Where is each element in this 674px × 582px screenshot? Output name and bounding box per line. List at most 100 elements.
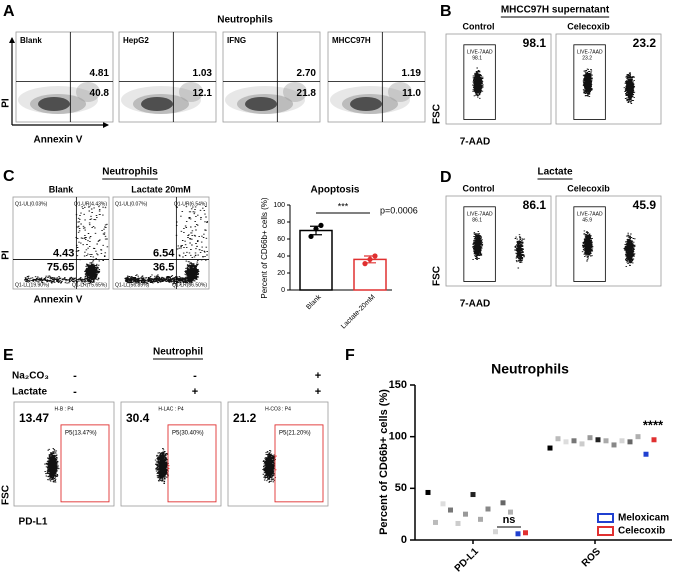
treatment-sign: - — [193, 370, 197, 382]
x-tick-label: ROS — [580, 546, 603, 569]
gate — [167, 424, 217, 503]
bar — [299, 229, 333, 291]
axis-label: FSC — [1, 485, 12, 505]
data-point — [493, 529, 498, 535]
gate-percent: 98.1 — [523, 36, 547, 50]
data-point — [515, 531, 521, 537]
quadrant-label: Q1-UL(0.03%) — [15, 201, 48, 207]
axis-label: Annexin V — [34, 135, 83, 146]
axis-label: FSC — [432, 266, 443, 286]
data-point — [508, 509, 513, 515]
data-point — [433, 519, 438, 525]
bar — [353, 258, 387, 291]
quadrant-value: 4.81 — [90, 68, 110, 79]
data-point — [470, 492, 476, 498]
event-cloud — [581, 230, 636, 267]
data-point — [619, 438, 625, 444]
y-tick-label: 80 — [277, 219, 285, 226]
data-point — [611, 442, 617, 448]
legend-swatch — [597, 526, 614, 536]
event-cloud — [472, 67, 484, 99]
data-point — [571, 438, 577, 444]
x-tick-label: PD-L1 — [453, 546, 482, 575]
arrow-head — [103, 122, 109, 128]
event-cloud — [44, 447, 60, 483]
plot-name: IFNG — [227, 36, 246, 45]
gate-label: P5(30.40%) — [172, 430, 204, 436]
axis-label: FSC — [432, 104, 443, 124]
significance-stars: **** — [643, 417, 664, 432]
gate — [463, 44, 496, 120]
quadrant-label: Q1-LL(56.89%) — [115, 282, 150, 288]
quadrant-label: Q1-LR(36.50%) — [172, 282, 207, 288]
quadrant-value: 40.8 — [90, 88, 110, 99]
quadrant-label: Q1-UL(0.07%) — [115, 201, 148, 207]
data-point — [500, 500, 506, 506]
gate-label: P5(21.20%) — [279, 430, 311, 436]
x-tick-label: Blank — [305, 293, 323, 311]
gate-percent: 23.2 — [633, 36, 657, 50]
panel-subtitle: Neutrophils — [102, 167, 158, 178]
data-point — [587, 435, 593, 441]
plot-header: H-B : P4 — [55, 406, 74, 412]
treatment-sign: - — [73, 386, 77, 398]
data-point — [367, 256, 373, 262]
y-tick-label: 60 — [277, 236, 285, 243]
event-cloud — [154, 448, 169, 484]
gate — [274, 424, 324, 503]
panel-subtitle: Lactate — [537, 167, 572, 178]
panel-letter: E — [3, 347, 14, 364]
p-value: p=0.0006 — [380, 205, 418, 215]
y-tick-label: 40 — [277, 253, 285, 260]
axis-label: 7-AAD — [460, 299, 491, 310]
plot-name: MHCC97H — [332, 36, 371, 45]
data-point — [523, 530, 528, 536]
event-cloud — [582, 68, 636, 104]
y-tick-label: 50 — [395, 482, 407, 494]
y-tick-label: 0 — [401, 534, 407, 546]
y-tick-label: 150 — [389, 379, 407, 391]
data-point — [448, 507, 453, 513]
legend-label: Celecoxib — [618, 526, 665, 537]
x-tick-label: Lactate-20mM — [340, 294, 377, 331]
chart-title: Neutrophils — [491, 361, 569, 377]
plot-percent: 30.4 — [126, 411, 150, 425]
data-point — [463, 511, 468, 517]
quadrant-value: 1.03 — [193, 68, 213, 79]
y-tick-label: 20 — [277, 270, 285, 277]
plot-percent: 13.47 — [19, 411, 49, 425]
quadrant-value: 11.0 — [402, 88, 421, 99]
gate-label: LIVE-7AAD — [467, 49, 493, 55]
event-cloud — [24, 206, 109, 285]
treatment-sign: + — [315, 386, 321, 398]
y-tick-label: 0 — [281, 287, 285, 294]
density-blob — [245, 97, 277, 111]
quadrant-value: 6.54 — [153, 247, 175, 259]
quadrant-label: Q1-UR(4.43%) — [74, 201, 107, 207]
panel-letter: C — [3, 168, 15, 185]
data-point — [579, 441, 585, 447]
row-label: Lactate — [12, 387, 47, 398]
treatment-sign: - — [73, 370, 77, 382]
gate-label: LIVE-7AAD — [577, 49, 603, 55]
data-point — [603, 438, 609, 444]
plot-name: Lactate 20mM — [131, 184, 191, 194]
plot-name: Blank — [20, 36, 42, 45]
axis-label: PD-L1 — [19, 517, 48, 528]
panel-letter: F — [345, 347, 355, 364]
quadrant-label: Q1-UR(6.54%) — [174, 201, 207, 207]
quadrant-value: 12.1 — [193, 88, 213, 99]
data-point — [627, 439, 633, 445]
quadrant-value: 2.70 — [297, 68, 317, 79]
axis-label: Annexin V — [34, 295, 83, 306]
data-point — [313, 226, 319, 232]
data-point — [308, 233, 314, 240]
panel-subtitle: MHCC97H supernatant — [501, 5, 610, 16]
axis-label: PI — [1, 98, 12, 108]
panel-subtitle: Neutrophil — [153, 347, 203, 358]
panel-letter: B — [440, 3, 452, 20]
density-blob — [283, 82, 307, 102]
event-cloud — [124, 206, 209, 285]
plot-header: H-CO3 : P4 — [265, 406, 291, 412]
